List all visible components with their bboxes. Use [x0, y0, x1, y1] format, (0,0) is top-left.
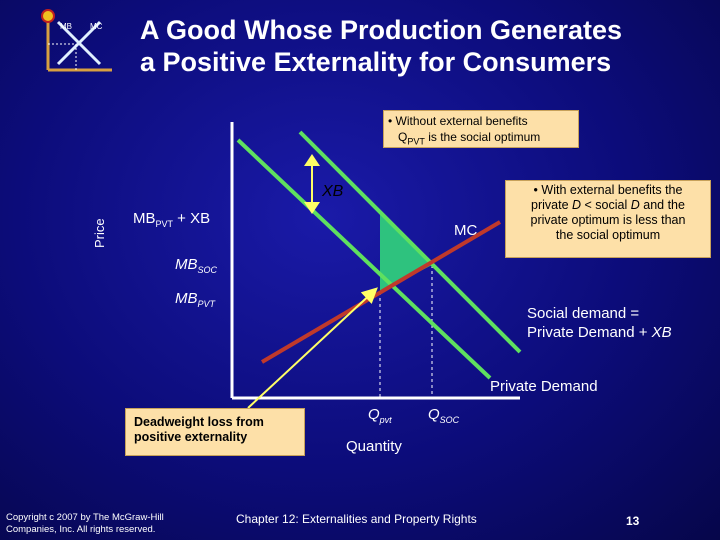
title-line-1: A Good Whose Production Generates — [140, 15, 623, 45]
callout-dwl-line-2: positive externality — [134, 430, 248, 444]
callout-with-external-benefits: • With external benefits the private D <… — [505, 180, 711, 258]
logo-mb-label: MB — [60, 22, 72, 31]
mc-supply-curve — [260, 220, 502, 364]
copyright-notice: Copyright c 2007 by The McGraw-Hill Comp… — [6, 512, 164, 536]
callout-top-line-2: is the social optimum — [424, 130, 541, 144]
mbpvt-plus-xb-sub: PVT — [155, 219, 174, 229]
page-number: 13 — [626, 514, 640, 528]
quantity-axis-label: Quantity — [346, 438, 402, 455]
private-demand-curve — [236, 138, 492, 380]
callout-right-line-2b: < social — [581, 198, 631, 212]
mbsoc-label: MBSOC — [175, 256, 217, 275]
social-demand-curve — [298, 130, 522, 354]
callout-right-d2: D — [630, 198, 640, 212]
title-line-2: a Positive Externality for Consumers — [140, 47, 612, 77]
qsoc-base: Q — [428, 406, 440, 423]
mbpvt-plus-xb-base: MB — [133, 210, 156, 227]
qpvt-sub: pvt — [379, 415, 392, 425]
social-demand-xb: XB — [651, 324, 672, 341]
mc-label: MC — [454, 222, 478, 239]
price-axis-label: Price — [92, 218, 107, 248]
logo-mc-label: MC — [90, 22, 103, 31]
callout-dwl-line-1: Deadweight loss from — [134, 415, 264, 429]
chapter-footer: Chapter 12: Externalities and Property R… — [236, 512, 477, 526]
mbsoc-sub: SOC — [197, 265, 218, 275]
callout-right-d1: D — [572, 198, 582, 212]
mbpvt-label: MBPVT — [175, 290, 215, 309]
copyright-line-2: Companies, Inc. All rights reserved. — [6, 524, 156, 535]
mbpvt-base: MB — [175, 290, 198, 307]
page-title: A Good Whose Production Generates a Posi… — [140, 14, 700, 78]
mbpvt-sub: PVT — [197, 299, 216, 309]
mbpvt-plus-xb-rest: + XB — [173, 210, 211, 227]
callout-top-bullet: • — [388, 114, 393, 128]
deadweight-loss-area — [380, 214, 432, 292]
mbsoc-base: MB — [175, 256, 198, 273]
callout-right-line-3: private optimum is less than — [530, 213, 686, 227]
callout-top-q-sub: PVT — [407, 136, 425, 147]
callout-right-line-2c: and the — [639, 198, 685, 212]
callout-right-bullet: • — [533, 183, 538, 197]
xb-label: XB — [322, 183, 344, 200]
social-demand-line-2a: Private Demand + — [527, 324, 652, 341]
qsoc-sub: SOC — [439, 415, 460, 425]
callout-right-line-4: the social optimum — [555, 228, 661, 242]
logo-graph-icon — [41, 9, 112, 72]
qpvt-label: Qpvt — [368, 406, 392, 425]
copyright-line-1: Copyright c 2007 by The McGraw-Hill — [6, 512, 164, 523]
callout-top-line-1: Without external benefits — [395, 114, 528, 128]
xb-arrow-head-up — [304, 154, 320, 166]
callout-right-line-1: With external benefits the — [541, 183, 683, 197]
dwl-pointer-arrow — [247, 287, 378, 409]
qsoc-label: QSOC — [428, 406, 459, 425]
logo: MB MC — [40, 8, 120, 76]
callout-deadweight-loss: Deadweight loss from positive externalit… — [125, 408, 305, 456]
qpvt-base: Q — [368, 406, 380, 423]
xb-arrow-head-down — [304, 202, 320, 214]
callout-top-q: Q — [398, 130, 408, 144]
private-demand-label: Private Demand — [490, 378, 598, 395]
social-demand-line-1: Social demand = — [527, 305, 640, 322]
callout-right-line-2a: private — [531, 198, 573, 212]
callout-without-external-benefits: • Without external benefits QPVT is the … — [383, 110, 579, 148]
social-demand-label: Social demand = Private Demand + XB — [527, 304, 672, 342]
mbpvt-plus-xb-label: MBPVT + XB — [133, 210, 210, 229]
